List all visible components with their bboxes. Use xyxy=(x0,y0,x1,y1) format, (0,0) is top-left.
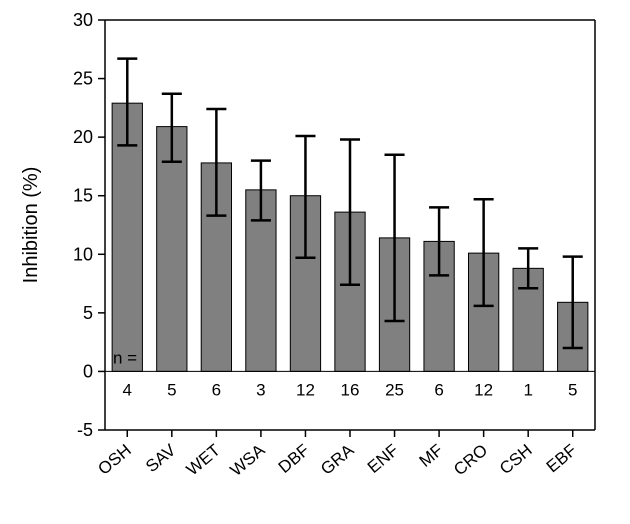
y-tick-label: 20 xyxy=(73,127,93,147)
y-tick-label: 0 xyxy=(83,361,93,381)
y-tick-label: 15 xyxy=(73,186,93,206)
n-value: 6 xyxy=(212,380,221,399)
n-value: 5 xyxy=(167,380,176,399)
bar xyxy=(157,127,187,372)
inhibition-bar-chart: -5051015202530Inhibition (%)n =456312162… xyxy=(0,0,630,524)
y-tick-label: 5 xyxy=(83,303,93,323)
n-value: 12 xyxy=(296,380,315,399)
y-tick-label: 30 xyxy=(73,10,93,30)
y-tick-label: 25 xyxy=(73,69,93,89)
n-value: 5 xyxy=(568,380,577,399)
n-value: 12 xyxy=(474,380,493,399)
chart-svg: -5051015202530Inhibition (%)n =456312162… xyxy=(0,0,630,524)
n-equals-label: n = xyxy=(113,348,137,367)
n-value: 25 xyxy=(385,380,404,399)
n-value: 3 xyxy=(256,380,265,399)
y-tick-label: 10 xyxy=(73,244,93,264)
y-axis-title: Inhibition (%) xyxy=(20,167,42,284)
n-value: 4 xyxy=(123,380,132,399)
y-tick-label: -5 xyxy=(77,420,93,440)
n-value: 6 xyxy=(434,380,443,399)
n-value: 1 xyxy=(523,380,532,399)
n-value: 16 xyxy=(341,380,360,399)
